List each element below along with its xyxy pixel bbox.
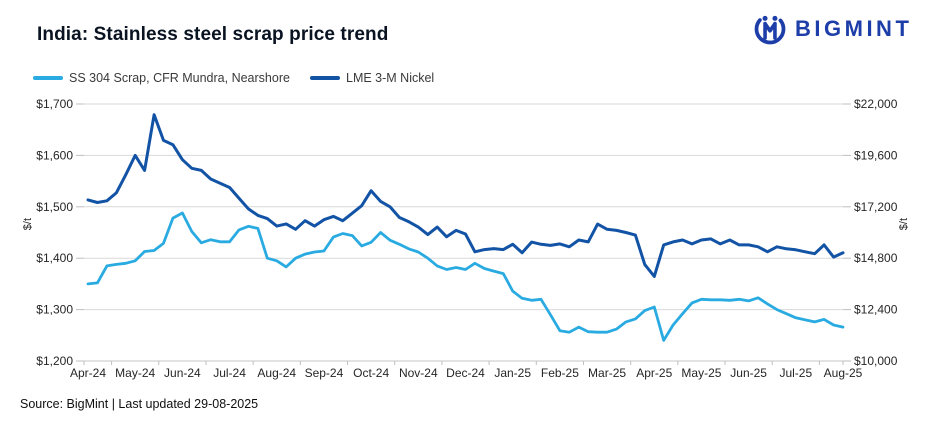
right-axis-tick-label: $19,600 (854, 148, 898, 162)
series-line-ss304-scrap (86, 211, 845, 342)
right-axis-unit-label: $/t (898, 218, 910, 231)
legend-swatch-ss304-scrap (33, 76, 63, 80)
left-axis-tick-label: $1,400 (36, 251, 73, 265)
left-axis-unit-label: $/t (22, 218, 34, 231)
x-axis-tick-label: Aug-24 (257, 366, 296, 380)
x-axis-tick-label: Dec-24 (446, 366, 485, 380)
x-axis-tick-label: Apr-24 (70, 366, 106, 380)
x-axis-tick-label: Feb-25 (541, 366, 579, 380)
right-axis-tick-label: $10,000 (854, 354, 898, 368)
x-axis-tick-label: Aug-25 (824, 366, 863, 380)
source-caption: Source: BigMint | Last updated 29-08-202… (20, 397, 259, 411)
right-axis-tick-label: $14,800 (854, 251, 898, 265)
x-axis-tick-label: Jun-24 (164, 366, 201, 380)
x-axis-tick-label: Mar-25 (588, 366, 626, 380)
x-axis-tick-label: Jul-25 (779, 366, 812, 380)
left-axis-tick-label: $1,200 (36, 354, 73, 368)
x-axis-tick-label: May-24 (115, 366, 155, 380)
bigmint-logo-text: BIGMINT (795, 16, 913, 41)
right-axis-tick-label: $17,200 (854, 200, 898, 214)
bigmint-logo: BIGMINT (752, 11, 912, 47)
left-axis-tick-label: $1,700 (36, 97, 73, 111)
left-axis-tick-label: $1,600 (36, 148, 73, 162)
legend-item-lme-nickel: LME 3-M Nickel (310, 71, 434, 85)
x-axis-tick-label: Jul-24 (213, 366, 246, 380)
x-axis-tick-label: Jan-25 (494, 366, 531, 380)
x-axis-tick-label: May-25 (681, 366, 721, 380)
series-line-lme-nickel (86, 113, 845, 278)
left-axis-tick-label: $1,500 (36, 200, 73, 214)
x-axis-tick-label: Sep-24 (305, 366, 344, 380)
x-axis-tick-label: Nov-24 (399, 366, 438, 380)
right-axis-tick-label: $22,000 (854, 97, 898, 111)
bigmint-logo-icon (754, 13, 786, 45)
x-axis-tick-label: Jun-25 (730, 366, 767, 380)
legend-swatch-lme-nickel (310, 76, 340, 80)
legend-label-lme-nickel: LME 3-M Nickel (346, 71, 435, 85)
x-axis-tick-label: Apr-25 (636, 366, 672, 380)
left-axis-tick-label: $1,300 (36, 303, 73, 317)
legend-item-ss304-scrap: SS 304 Scrap, CFR Mundra, Nearshore (33, 71, 290, 85)
right-axis-tick-label: $12,400 (854, 303, 898, 317)
legend-label-ss304-scrap: SS 304 Scrap, CFR Mundra, Nearshore (69, 71, 290, 85)
x-axis-tick-label: Oct-24 (353, 366, 389, 380)
page-title: India: Stainless steel scrap price trend (37, 24, 389, 45)
